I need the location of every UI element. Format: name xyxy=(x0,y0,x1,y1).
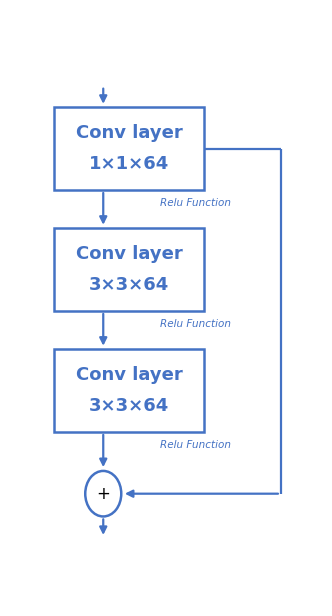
Text: Relu Function: Relu Function xyxy=(160,198,231,208)
Text: 1×1×64: 1×1×64 xyxy=(89,155,169,173)
Text: Conv layer: Conv layer xyxy=(76,367,182,384)
Text: Conv layer: Conv layer xyxy=(76,124,182,142)
Text: Relu Function: Relu Function xyxy=(160,440,231,450)
Text: +: + xyxy=(96,485,110,503)
Text: 3×3×64: 3×3×64 xyxy=(89,276,169,294)
Text: Relu Function: Relu Function xyxy=(160,319,231,330)
Text: Conv layer: Conv layer xyxy=(76,245,182,264)
FancyBboxPatch shape xyxy=(54,228,204,311)
FancyBboxPatch shape xyxy=(54,349,204,432)
FancyBboxPatch shape xyxy=(54,107,204,190)
Text: 3×3×64: 3×3×64 xyxy=(89,397,169,415)
